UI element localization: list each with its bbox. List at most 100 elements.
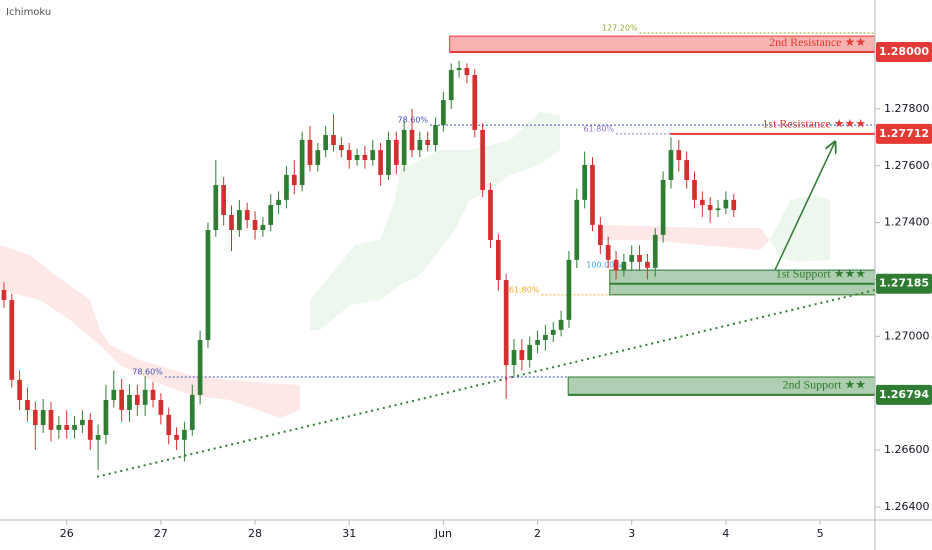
level-name: 1st Support ★★★: [776, 266, 866, 280]
candle-body: [692, 179, 697, 200]
level-name: 2nd Support ★★: [782, 378, 866, 392]
candle-body: [315, 150, 321, 165]
candle-body: [64, 425, 70, 430]
candle-body: [127, 394, 132, 410]
candle-body: [134, 394, 140, 405]
candle-body: [197, 340, 203, 395]
price-label: 1.26794: [879, 388, 929, 401]
candle-body: [550, 329, 556, 335]
candle-body: [284, 174, 289, 200]
candle-body: [370, 150, 376, 161]
candle-body: [495, 239, 501, 281]
axes: 1.264001.266001.268001.270001.272001.274…: [60, 42, 932, 540]
x-tick-label: Jun: [434, 527, 452, 540]
candle-body: [182, 429, 187, 440]
candle-body: [488, 189, 493, 240]
price-label-box: [876, 123, 932, 144]
candle-body: [119, 389, 124, 410]
candle-body: [276, 199, 281, 205]
candle-body: [244, 210, 250, 221]
candle-body: [566, 259, 572, 320]
price-label: 1.28000: [879, 45, 929, 58]
candle-body: [621, 261, 627, 271]
candle-body: [409, 129, 415, 151]
candle-body: [331, 135, 336, 145]
candle-body: [189, 394, 195, 430]
candle-body: [48, 409, 54, 430]
candle-body: [9, 299, 15, 380]
candle-body: [40, 409, 46, 426]
candle-body: [95, 434, 101, 440]
candle-body: [645, 261, 650, 268]
indicator-title: Ichimoku: [6, 7, 51, 18]
candle-body: [582, 164, 587, 200]
candle-body: [299, 139, 305, 186]
price-label: 1.27712: [879, 127, 929, 140]
candle-body: [32, 409, 38, 426]
price-label-box: [876, 42, 932, 63]
candle-body: [174, 434, 179, 440]
candle-body: [56, 425, 62, 430]
candle-body: [684, 160, 690, 180]
x-tick-label: 28: [248, 527, 262, 540]
y-tick-label: 1.27400: [884, 216, 930, 229]
x-tick-label: 2: [534, 527, 541, 540]
candle-body: [605, 245, 611, 260]
candle-body: [103, 400, 109, 435]
candle-body: [637, 255, 642, 262]
candle-body: [150, 389, 156, 401]
candle-body: [676, 150, 682, 161]
x-tick-label: 26: [60, 527, 74, 540]
candle-body: [158, 400, 164, 415]
candle-body: [205, 230, 211, 341]
candle-body: [503, 280, 509, 366]
fib-label: 78.60%: [132, 367, 163, 376]
candle-body: [362, 154, 368, 161]
candle-body: [307, 139, 313, 165]
candle-body: [72, 425, 77, 430]
candle-body: [574, 199, 580, 260]
candle-body: [17, 379, 22, 401]
price-label-box: [876, 273, 932, 294]
candle-body: [715, 208, 721, 211]
level-zone: [609, 269, 876, 296]
x-tick-label: 5: [817, 527, 824, 540]
trendline: [96, 289, 876, 478]
candle-body: [535, 340, 540, 345]
candle-body: [401, 129, 407, 165]
price-label: 1.27185: [879, 277, 929, 290]
candle-body: [1, 289, 7, 300]
x-tick-label: 27: [154, 527, 168, 540]
candle-body: [558, 319, 564, 330]
y-tick-label: 1.26600: [884, 443, 930, 456]
y-tick-label: 1.27000: [884, 329, 930, 342]
fib-label: 61.80%: [584, 124, 615, 133]
y-tick-label: 1.27600: [884, 159, 930, 172]
candle-body: [511, 349, 517, 366]
candle-body: [213, 185, 219, 231]
candle-body: [660, 179, 666, 235]
candle-body: [323, 135, 329, 151]
candle-body: [339, 144, 344, 151]
candle-body: [393, 139, 399, 165]
candle-body: [441, 100, 446, 126]
candle-body: [448, 69, 454, 101]
candle-body: [111, 389, 117, 401]
candle-body: [346, 150, 352, 161]
candle-body: [252, 220, 258, 231]
plot-area: 127.20% 78.60% 61.80% 100.00% 61.80% 78.60% 2n…: [1, 23, 876, 478]
candle-body: [668, 150, 674, 180]
fib-label: 100.00%: [586, 261, 622, 270]
candle-body: [236, 210, 242, 231]
candle-body: [142, 389, 148, 405]
candle-body: [464, 67, 470, 76]
candle-body: [519, 349, 525, 360]
y-tick-label: 1.27800: [884, 102, 930, 115]
candle-body: [378, 150, 383, 175]
candle-body: [229, 214, 234, 231]
candle-body: [480, 129, 485, 190]
candle-body: [221, 185, 227, 215]
candle-body: [433, 125, 438, 145]
candle-body: [543, 334, 548, 341]
candle-body: [731, 199, 737, 211]
